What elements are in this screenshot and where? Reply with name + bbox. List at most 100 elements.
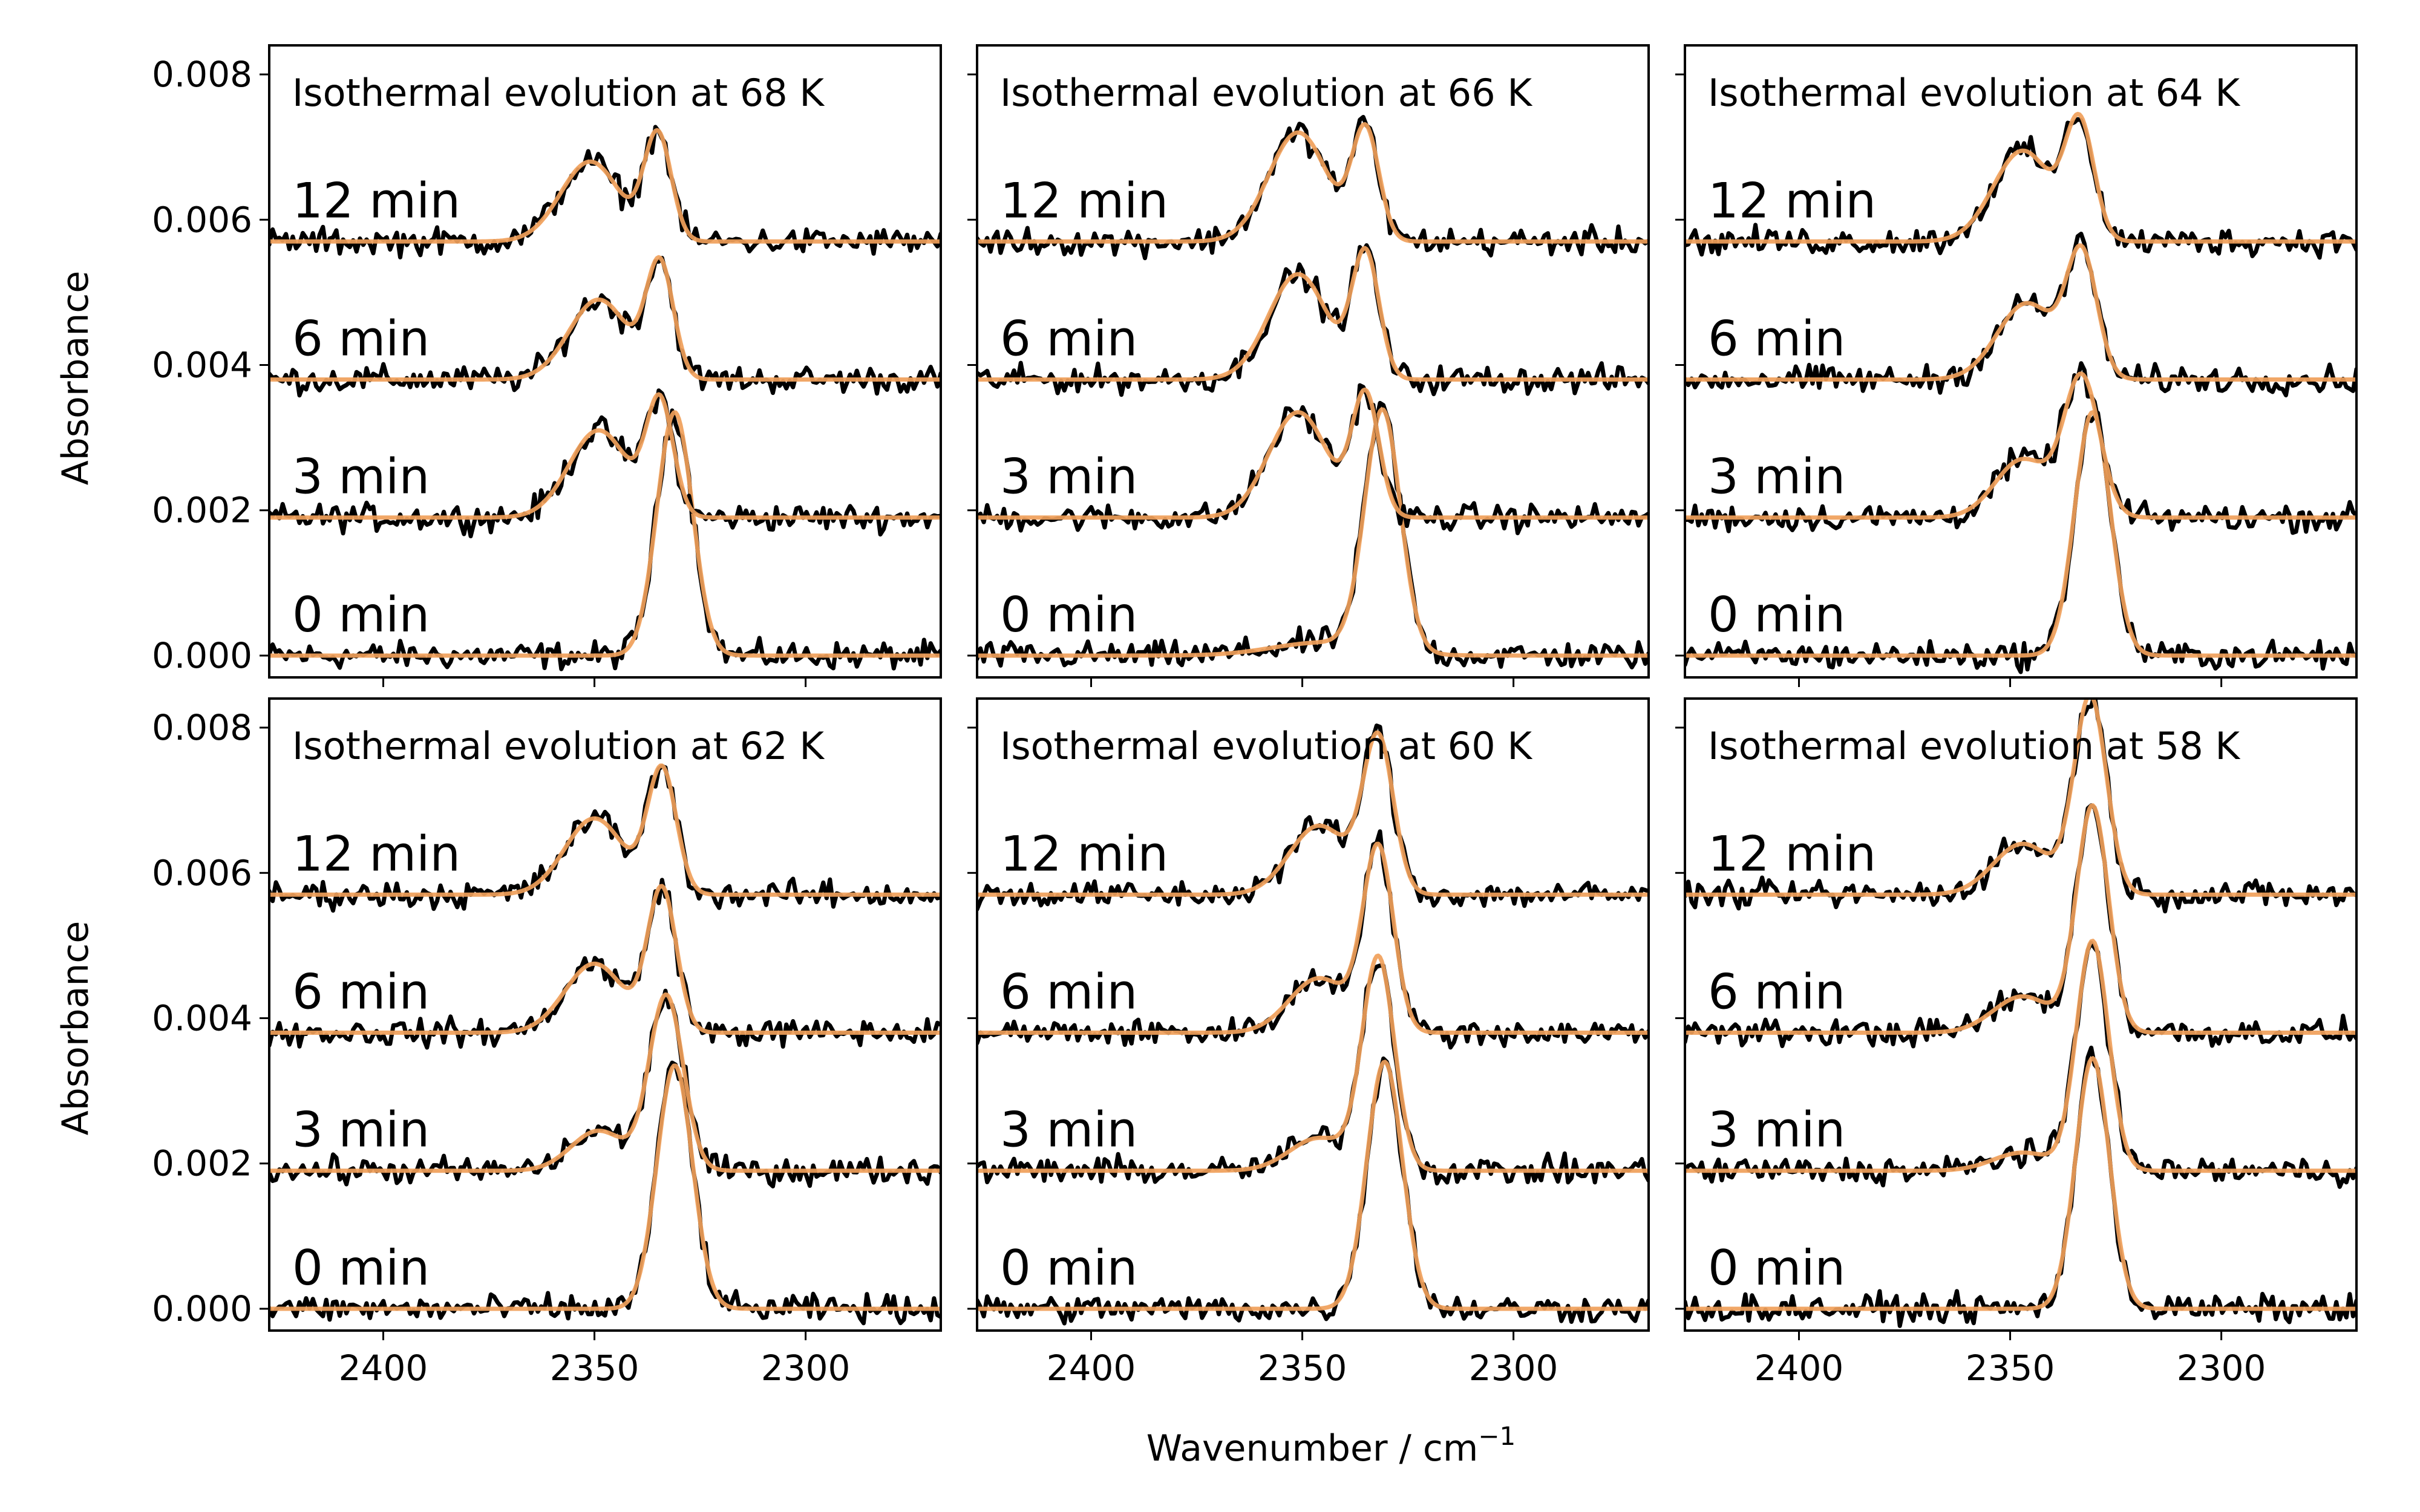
y-tick-label: 0.006 (152, 199, 252, 240)
y-tick-label: 0.002 (152, 1143, 252, 1184)
fit-series-line (977, 407, 1649, 658)
fit-series-line (977, 953, 1649, 1173)
panel-plot-area (269, 125, 941, 671)
trace-label: 3 min (292, 449, 430, 505)
x-tick-label: 2350 (550, 1347, 639, 1389)
panel-frame (1684, 697, 2358, 1332)
trace-label: 12 min (1000, 172, 1168, 229)
fit-series-line (977, 841, 1649, 1035)
data-series-line (269, 764, 941, 913)
trace-label: 6 min (1708, 964, 1845, 1020)
fit-series-line (1685, 1056, 2356, 1311)
trace-label: 12 min (1708, 172, 1876, 229)
x-axis-label-exponent: −1 (1478, 1421, 1516, 1451)
panel-frame (268, 44, 942, 679)
panel-frame (976, 44, 1650, 679)
x-tick-label: 2300 (1469, 1347, 1558, 1389)
data-series-line (1685, 699, 2356, 914)
trace-label: 3 min (1000, 1102, 1137, 1158)
panel-title: Isothermal evolution at 60 K (1000, 724, 1532, 768)
y-axis-label-bottom: Absorbance (54, 921, 97, 1136)
trace-label: 0 min (1000, 587, 1137, 643)
fit-series-line (269, 992, 941, 1173)
data-series-line (269, 878, 941, 1050)
data-series-line (977, 383, 1649, 535)
trace-label: 12 min (1000, 826, 1168, 882)
panel-plot-area (1685, 699, 2356, 1328)
panel-title: Isothermal evolution at 58 K (1708, 724, 2240, 768)
x-tick-label: 2400 (1047, 1347, 1136, 1389)
fit-series-line (1685, 243, 2356, 382)
fit-series-line (1685, 371, 2356, 520)
fit-series-line (977, 122, 1649, 244)
fit-series-line (1685, 803, 2356, 1035)
panel-title: Isothermal evolution at 64 K (1708, 71, 2240, 115)
y-tick-label: 0.000 (152, 1288, 252, 1329)
x-axis-label-text: Wavenumber / cm (1146, 1427, 1479, 1470)
panel-grid: 0 min 3 min 6 min 12 min Isothermal evolutio… (152, 44, 2358, 1389)
fit-series-line (269, 128, 941, 244)
trace-label: 0 min (1708, 1240, 1845, 1296)
fit-series-line (977, 387, 1649, 520)
fit-series-line (269, 410, 941, 658)
data-series-line (977, 1056, 1649, 1326)
x-tick-label: 2300 (2177, 1347, 2266, 1389)
trace-label: 12 min (292, 172, 460, 229)
y-tick-label: 0.006 (152, 852, 252, 893)
data-series-line (269, 256, 941, 398)
x-tick-label: 2350 (1966, 1347, 2055, 1389)
y-axis-label-top: Absorbance (54, 271, 97, 486)
panel-frame (976, 697, 1650, 1332)
panel-plot-area (977, 723, 1649, 1326)
panel: 0 min 3 min 6 min 12 min Isothermal evolutio… (1675, 44, 2358, 687)
data-series-line (269, 408, 941, 671)
fit-series-line (977, 1060, 1649, 1311)
trace-label: 3 min (1000, 449, 1137, 505)
panel: 0 min 3 min 6 min 12 min Isothermal evolutio… (1675, 697, 2358, 1389)
trace-label: 6 min (1000, 311, 1137, 367)
trace-label: 12 min (292, 826, 460, 882)
data-series-line (1685, 117, 2356, 260)
x-tick-label: 2350 (1258, 1347, 1347, 1389)
panel-frame (1684, 44, 2358, 679)
panel-title: Isothermal evolution at 62 K (292, 724, 825, 768)
panel: 0 min 3 min 6 min 12 min Isothermal evolutio… (967, 44, 1650, 687)
x-tick-label: 2400 (1754, 1347, 1844, 1389)
fit-series-line (269, 392, 941, 520)
y-tick-label: 0.004 (152, 345, 252, 386)
fit-series-line (269, 763, 941, 897)
trace-label: 3 min (292, 1102, 430, 1158)
y-tick-label: 0.008 (152, 707, 252, 748)
fit-series-line (1685, 410, 2356, 658)
panel: 0 min 3 min 6 min 12 min Isothermal evolutio… (152, 697, 942, 1389)
trace-label: 0 min (292, 587, 430, 643)
trace-label: 6 min (292, 311, 430, 367)
fit-series-line (977, 730, 1649, 897)
x-tick-label: 2400 (339, 1347, 428, 1389)
panel-plot-area (1685, 111, 2356, 674)
panel-title: Isothermal evolution at 66 K (1000, 71, 1532, 115)
panel: 0 min 3 min 6 min 12 min Isothermal evolutio… (967, 697, 1650, 1389)
trace-label: 12 min (1708, 826, 1876, 882)
fit-series-line (269, 1063, 941, 1311)
trace-label: 6 min (1000, 964, 1137, 1020)
trace-label: 3 min (1708, 1102, 1845, 1158)
trace-label: 6 min (292, 964, 430, 1020)
y-tick-label: 0.004 (152, 998, 252, 1039)
panel-plot-area (269, 763, 941, 1326)
panel-frame (268, 697, 942, 1332)
y-tick-label: 0.002 (152, 490, 252, 531)
data-series-line (269, 1060, 941, 1326)
trace-label: 0 min (292, 1240, 430, 1296)
fit-series-line (1685, 111, 2356, 244)
y-tick-label: 0.008 (152, 54, 252, 95)
fit-series-line (1685, 699, 2356, 897)
trace-label: 0 min (1000, 1240, 1137, 1296)
panel: 0 min 3 min 6 min 12 min Isothermal evolutio… (152, 44, 942, 687)
trace-label: 3 min (1708, 449, 1845, 505)
fit-series-line (269, 884, 941, 1035)
y-tick-label: 0.000 (152, 635, 252, 676)
fit-series-line (269, 255, 941, 382)
panel-plot-area (977, 115, 1649, 670)
